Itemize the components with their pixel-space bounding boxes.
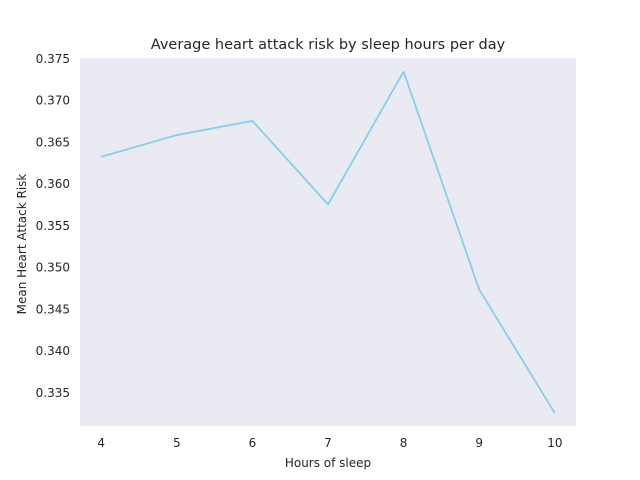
x-axis: 4 5 6 7 8 9 10: [97, 436, 562, 450]
y-tick-label: 0.345: [36, 302, 70, 316]
plot-area: [80, 58, 576, 426]
y-tick-label: 0.340: [36, 344, 70, 358]
x-tick-label: 4: [97, 436, 105, 450]
y-tick-label: 0.355: [36, 219, 70, 233]
y-tick-label: 0.335: [36, 386, 70, 400]
y-tick-label: 0.365: [36, 135, 70, 149]
y-tick-label: 0.350: [36, 261, 70, 275]
x-tick-label: 9: [475, 436, 483, 450]
x-tick-label: 6: [249, 436, 257, 450]
x-tick-label: 5: [173, 436, 181, 450]
x-tick-label: 10: [547, 436, 562, 450]
y-axis-label: Mean Heart Attack Risk: [15, 174, 29, 315]
x-tick-label: 8: [400, 436, 408, 450]
x-tick-label: 7: [324, 436, 332, 450]
y-tick-label: 0.375: [36, 52, 70, 66]
chart-title: Average heart attack risk by sleep hours…: [151, 37, 506, 53]
y-axis: 0.335 0.340 0.345 0.350 0.355 0.360 0.365 0.370…: [36, 52, 70, 400]
y-tick-label: 0.360: [36, 177, 70, 191]
y-tick-label: 0.370: [36, 94, 70, 108]
x-axis-label: Hours of sleep: [285, 456, 371, 470]
series-line: [100, 70, 556, 414]
